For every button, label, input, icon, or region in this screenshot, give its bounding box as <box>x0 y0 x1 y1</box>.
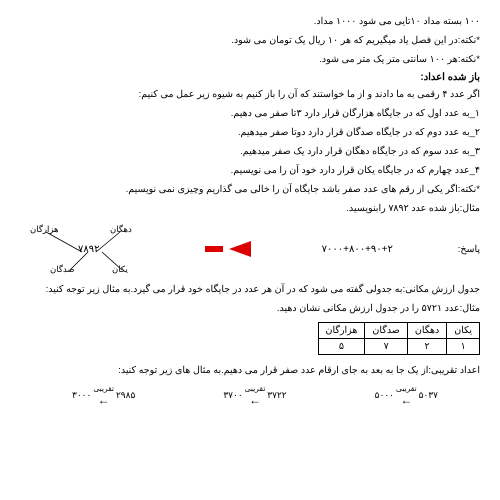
approx-to: ۳۰۰۰ <box>72 390 91 401</box>
answer-label: پاسخ: <box>458 240 480 259</box>
label-hezargan: هزارگان <box>30 224 59 235</box>
expanded-answer: ۷۰۰۰+۸۰۰+۹۰+۲ <box>322 244 393 255</box>
approx-to: ۳۷۰۰ <box>223 390 242 401</box>
table-header-row: یکان دهگان صدگان هزارگان <box>318 323 479 339</box>
approx-from: ۲۹۸۵ <box>116 390 135 401</box>
text-line: مثال:عدد ۵۷۲۱ را در جدول ارزش مکانی نشان… <box>30 299 480 318</box>
arrow-head-icon <box>229 241 251 257</box>
arrow-left-icon: ← <box>249 393 261 407</box>
text-line: ۳_به عدد سوم که در جایگاه دهگان قرار دار… <box>30 142 480 161</box>
approximation-row: ۳۰۰۰ تقریبی ← ۲۹۸۵ ۳۷۰۰ تقریبی ← ۳۷۲۲ ۵۰… <box>30 384 480 407</box>
text-line: اعداد تقریبی:از یک جا به بعد به جای ارقا… <box>30 361 480 380</box>
text-line: مثال:باز شده عدد ۷۸۹۲ رابنویسید. <box>30 199 480 218</box>
text-line: ۴_عدد چهارم که در جایگاه یکان قرار دارد … <box>30 161 480 180</box>
label-sadgan: صدگان <box>50 264 75 275</box>
label-dahgan: دهگان <box>110 224 132 235</box>
approx-label: تقریبی <box>245 384 266 393</box>
table-row: ۱ ۲ ۷ ۵ <box>318 339 479 355</box>
section-heading: باز شده اعداد: <box>30 72 480 83</box>
arrow-body-icon <box>205 246 223 252</box>
table-cell: ۵ <box>318 339 365 355</box>
text-line: اگر عدد ۴ رقمی به ما دادند و از ما خواست… <box>30 85 480 104</box>
table-header: هزارگان <box>318 323 365 339</box>
text-line: ۱_به عدد اول که در جایگاه هزارگان قرار د… <box>30 104 480 123</box>
approx-to: ۵۰۰۰ <box>375 390 394 401</box>
red-arrow <box>205 241 257 257</box>
table-header: دهگان <box>407 323 446 339</box>
table-header: یکان <box>447 323 480 339</box>
place-value-table: یکان دهگان صدگان هزارگان ۱ ۲ ۷ ۵ <box>318 322 480 355</box>
label-yekan: یکان <box>112 264 128 275</box>
text-line: ۲_به عدد دوم که در جایگاه صدگان قرار دار… <box>30 123 480 142</box>
approx-item: ۳۰۰۰ تقریبی ← ۲۹۸۵ <box>72 384 135 407</box>
text-line: جدول ارزش مکانی:به جدولی گفته می شود که … <box>30 280 480 299</box>
approx-from: ۵۰۳۷ <box>419 390 438 401</box>
table-cell: ۱ <box>447 339 480 355</box>
approx-label: تقریبی <box>396 384 417 393</box>
approx-item: ۵۰۰۰ تقریبی ← ۵۰۳۷ <box>375 384 438 407</box>
arrow-left-icon: ← <box>98 393 110 407</box>
table-header: صدگان <box>365 323 407 339</box>
table-cell: ۲ <box>407 339 446 355</box>
approx-label: تقریبی <box>93 384 114 393</box>
diagram-number: ۷۸۹۲ <box>78 244 99 255</box>
text-line: *نکته:اگر یکی از رقم های عدد صفر باشد جا… <box>30 180 480 199</box>
example-row: ۷۸۹۲ هزارگان صدگان دهگان یکان ۷۰۰۰+۸۰۰+۹… <box>30 224 480 274</box>
document-page: ۱۰۰ بسته مداد ۱۰تایی می شود ۱۰۰۰ مداد. *… <box>0 0 500 419</box>
arrow-left-icon: ← <box>400 393 412 407</box>
approx-item: ۳۷۰۰ تقریبی ← ۳۷۲۲ <box>223 384 286 407</box>
text-line: *نکته:در این فصل یاد میگیریم که هر ۱۰ ری… <box>30 31 480 50</box>
text-line: *نکته:هر ۱۰۰ سانتی متر یک متر می شود. <box>30 50 480 69</box>
text-line: ۱۰۰ بسته مداد ۱۰تایی می شود ۱۰۰۰ مداد. <box>30 12 480 31</box>
approx-from: ۳۷۲۲ <box>267 390 286 401</box>
place-value-diagram: ۷۸۹۲ هزارگان صدگان دهگان یکان <box>30 224 140 274</box>
table-cell: ۷ <box>365 339 407 355</box>
